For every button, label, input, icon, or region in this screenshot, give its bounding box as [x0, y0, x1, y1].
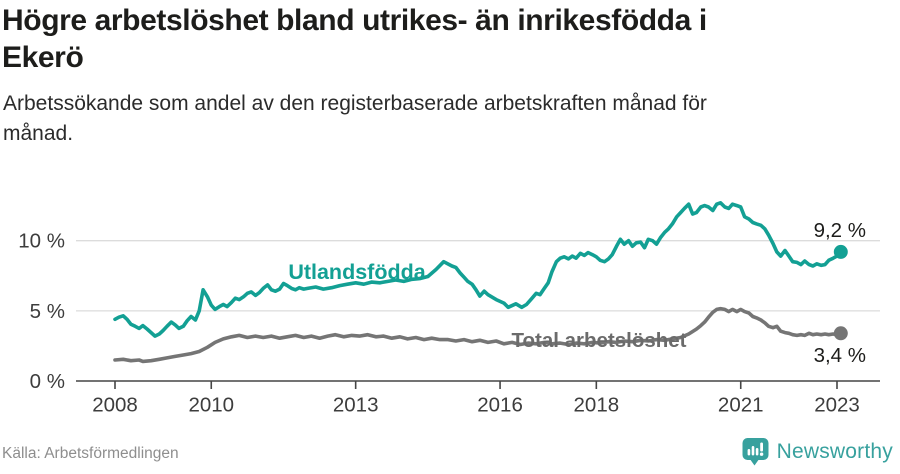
series-label-total: Total arbetslöshet [511, 329, 686, 352]
series-line-utlandsfodda [113, 201, 843, 338]
end-value-label-total: 3,4 % [814, 344, 866, 367]
x-tick-label-2013: 2013 [333, 394, 379, 417]
page-title: Högre arbetslöshet bland utrikes- än inr… [2, 2, 707, 76]
x-tick-label-2016: 2016 [477, 394, 523, 417]
y-tick-label-0: 0 % [30, 370, 65, 393]
page-subtitle: Arbetssökande som andel av den registerb… [3, 89, 707, 149]
y-tick-label-10: 10 % [18, 230, 65, 253]
page-subtitle-line2: månad. [3, 122, 74, 145]
source-note: Källa: Arbetsförmedlingen [2, 445, 179, 462]
x-tick-label-2018: 2018 [574, 394, 620, 417]
page-title-line2: Ekerö [2, 41, 84, 74]
series-endpoint-utlandsfodda [833, 244, 848, 259]
axis-layer: 0 % 5 % 10 % 2008 2010 2013 2016 2018 2021 2023 [18, 230, 860, 417]
grid-layer [76, 240, 880, 382]
page-title-line1: Högre arbetslöshet bland utrikes- än inr… [2, 4, 707, 37]
series-line-total [113, 306, 843, 364]
x-tick-label-2021: 2021 [718, 394, 764, 417]
series-label-utlandsfodda: Utlandsfödda [288, 260, 426, 284]
series-endpoint-total [833, 326, 848, 341]
series-layer [113, 201, 848, 364]
x-tick-label-2008: 2008 [92, 394, 138, 417]
newsworthy-logo[interactable]: Newsworthy [742, 437, 893, 466]
line-chart: 0 % 5 % 10 % 2008 2010 2013 2016 2018 2021 2023 U… [18, 201, 880, 417]
end-value-label-utlandsfodda: 9,2 % [814, 219, 866, 242]
x-tick-label-2010: 2010 [188, 394, 234, 417]
y-tick-label-5: 5 % [30, 300, 65, 323]
newsworthy-logo-icon [742, 438, 769, 466]
newsworthy-logo-text: Newsworthy [776, 439, 893, 463]
page-subtitle-line1: Arbetssökande som andel av den registerb… [3, 92, 707, 115]
x-tick-label-2023: 2023 [814, 394, 860, 417]
